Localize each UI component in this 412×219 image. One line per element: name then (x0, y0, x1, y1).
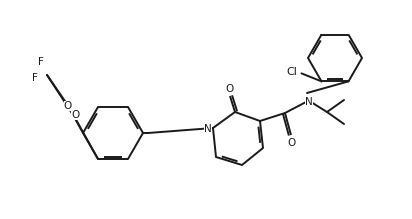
Text: N: N (305, 97, 313, 107)
Text: O: O (288, 138, 296, 148)
Text: F: F (32, 73, 38, 83)
Text: N: N (204, 124, 212, 134)
Text: O: O (226, 84, 234, 94)
Text: F: F (38, 57, 44, 67)
Text: O: O (71, 110, 80, 120)
Text: Cl: Cl (286, 67, 297, 77)
Text: O: O (64, 101, 72, 111)
